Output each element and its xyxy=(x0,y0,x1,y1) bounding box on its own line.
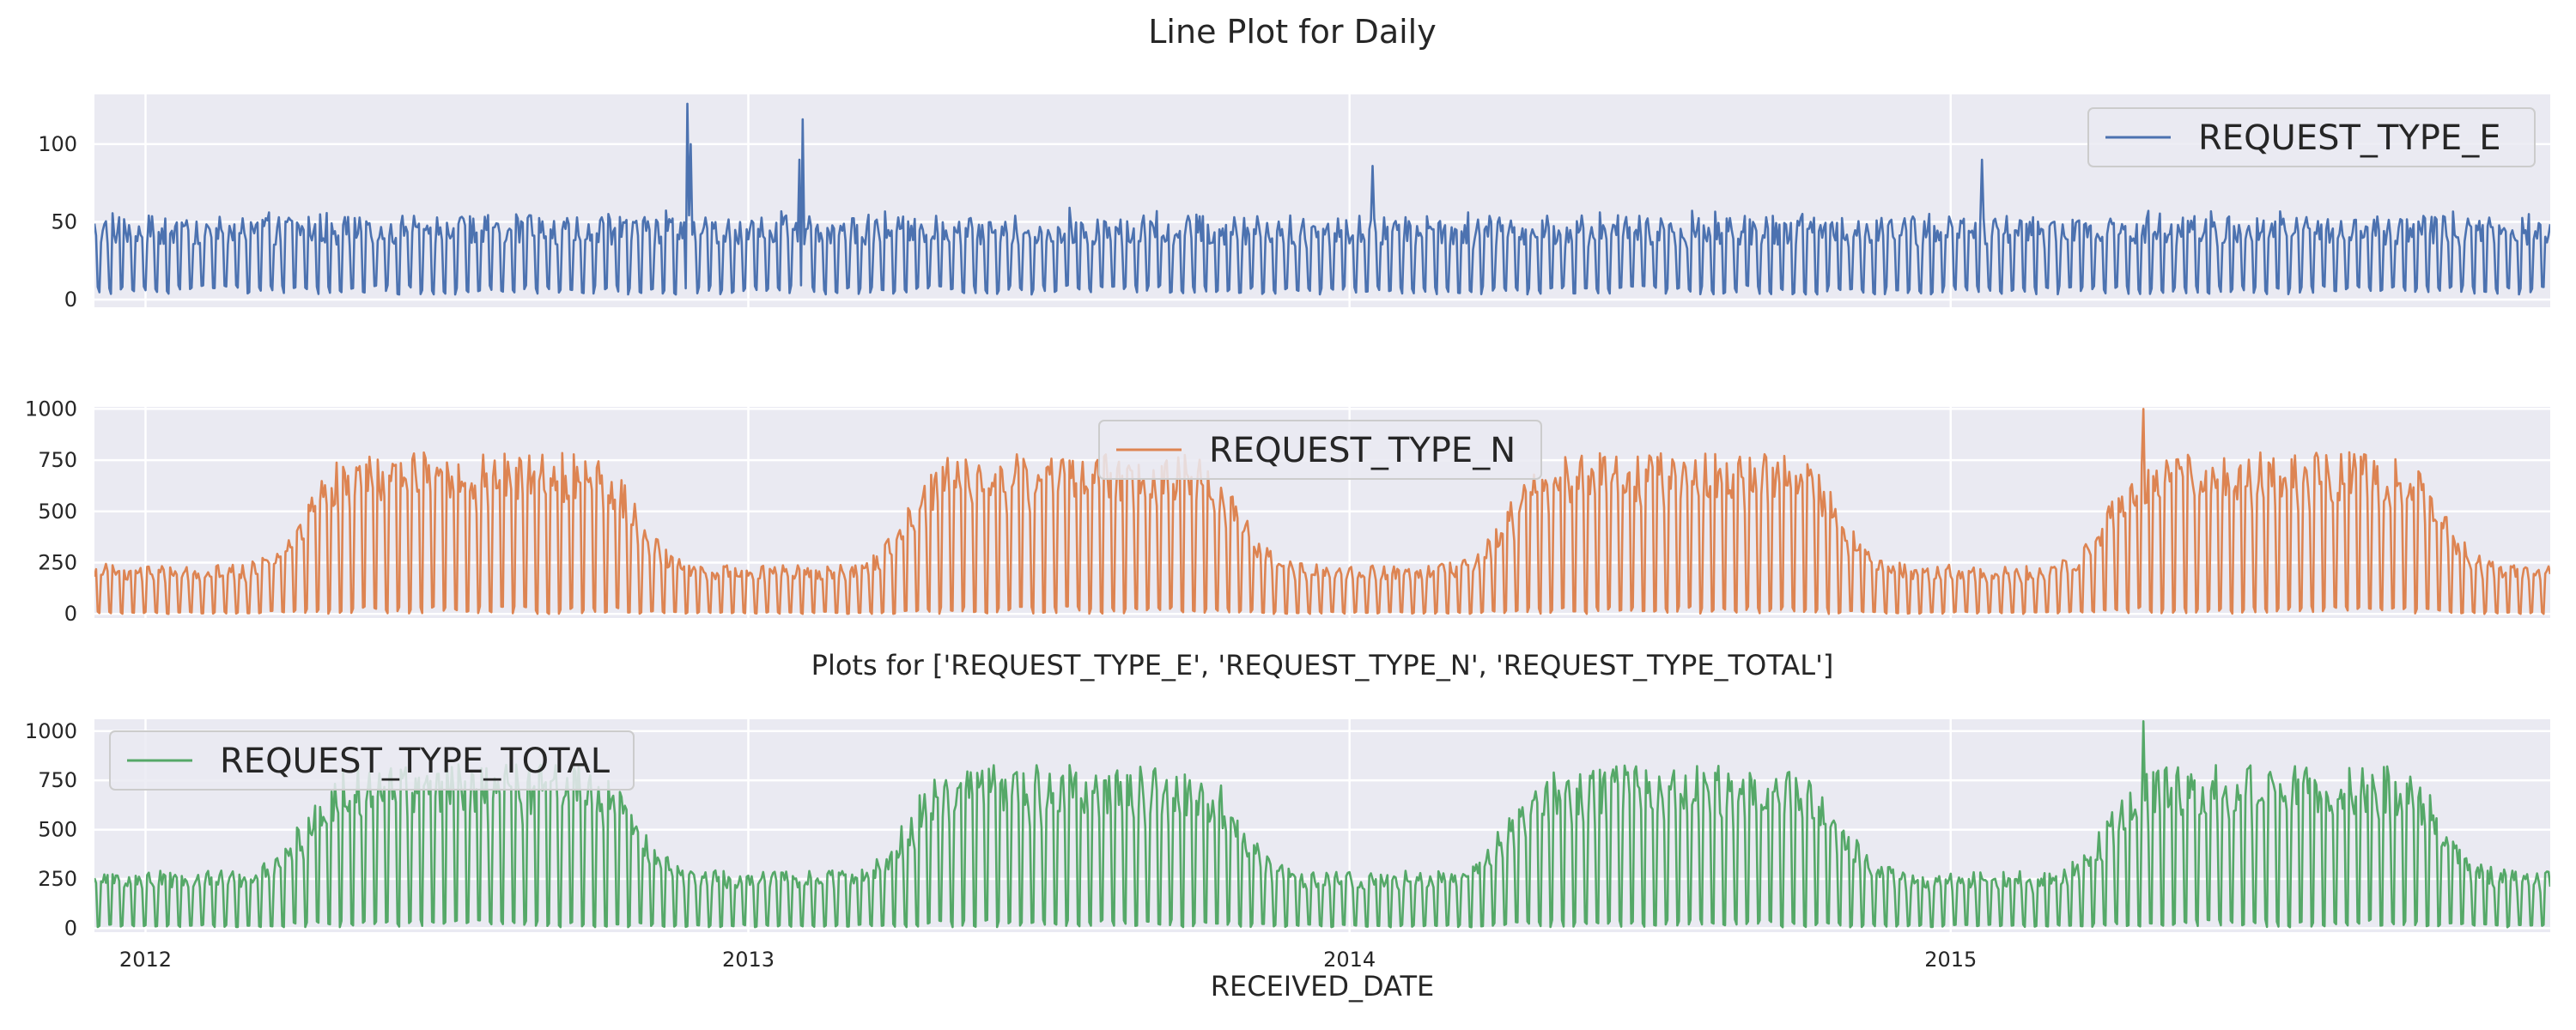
subplots: 0 50 100 REQUEST_TYPE_E 0 250 500 750 1000 REQUES… xyxy=(25,94,2550,972)
y-tick-label: 1000 xyxy=(25,719,77,743)
x-tick-label: 2013 xyxy=(722,948,775,972)
legend-label: REQUEST_TYPE_TOTAL xyxy=(220,742,611,781)
subplot-3: 2012 2013 2014 2015 0 250 500 750 1000 REQUEST_TY… xyxy=(25,719,2550,972)
legend-label: REQUEST_TYPE_E xyxy=(2198,118,2500,158)
series-line-request-type-e xyxy=(94,102,2550,296)
y-tick-label: 500 xyxy=(38,818,77,842)
y-tick-label: 250 xyxy=(38,867,77,891)
x-axis-label: RECEIVED_DATE xyxy=(1211,970,1434,1003)
subplot-1: 0 50 100 REQUEST_TYPE_E xyxy=(38,94,2550,312)
y-tick-label: 750 xyxy=(38,768,77,792)
figure-subtitle: Plots for ['REQUEST_TYPE_E', 'REQUEST_TY… xyxy=(811,649,1834,682)
y-tick-label: 250 xyxy=(38,551,77,575)
legend: REQUEST_TYPE_TOTAL xyxy=(109,730,635,791)
y-tick-label: 1000 xyxy=(25,397,77,421)
y-tick-label: 0 xyxy=(64,288,77,312)
legend-label: REQUEST_TYPE_N xyxy=(1209,431,1516,470)
y-tick-label: 0 xyxy=(64,916,77,940)
series-line-request-type-n xyxy=(94,408,2550,615)
figure-title: Line Plot for Daily xyxy=(1148,13,1436,51)
subplot-2: 0 250 500 750 1000 REQUEST_TYPE_N xyxy=(25,397,2550,626)
x-tick-label: 2012 xyxy=(119,948,172,972)
legend-frame xyxy=(1098,420,1542,480)
y-tick-label: 500 xyxy=(38,500,77,524)
legend-frame xyxy=(109,730,635,791)
x-tick-label: 2015 xyxy=(1924,948,1977,972)
y-tick-label: 100 xyxy=(38,132,77,156)
x-tick-label: 2014 xyxy=(1323,948,1376,972)
legend-frame xyxy=(2087,107,2536,167)
y-tick-label: 0 xyxy=(64,602,77,626)
series-line-request-type-total xyxy=(94,720,2550,929)
legend: REQUEST_TYPE_E xyxy=(2087,107,2536,167)
legend: REQUEST_TYPE_N xyxy=(1098,420,1542,480)
y-tick-label: 50 xyxy=(51,209,77,233)
y-tick-label: 750 xyxy=(38,448,77,472)
